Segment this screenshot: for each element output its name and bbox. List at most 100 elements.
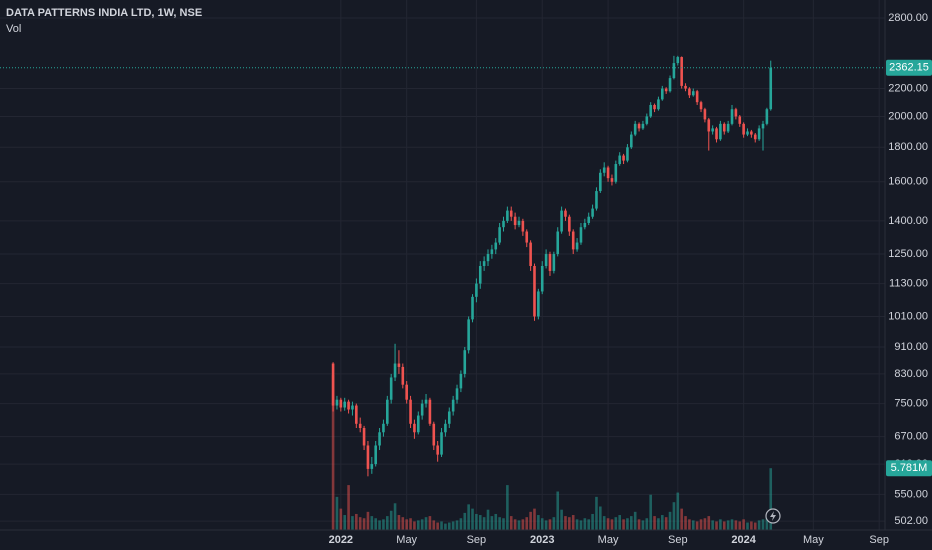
x-tick-label: Sep: [869, 534, 889, 546]
last-price-label: 2362.15: [889, 62, 929, 74]
candle-body: [633, 123, 637, 135]
candle-body: [544, 254, 548, 266]
candle-body: [444, 423, 447, 433]
volume-bar: [750, 521, 753, 530]
volume-bar: [769, 468, 773, 530]
candle-body: [436, 445, 439, 455]
volume-bar: [502, 518, 505, 530]
candle-body: [540, 265, 544, 292]
candle-body: [416, 415, 420, 433]
candle-body: [405, 384, 408, 400]
volume-bar: [560, 509, 563, 530]
candle-body: [630, 134, 633, 148]
candle-body: [424, 399, 428, 404]
x-tick-label: May: [396, 534, 417, 546]
volume-bar: [401, 517, 405, 530]
candle-body: [393, 363, 397, 378]
candle-body: [521, 220, 525, 232]
volume-bar: [517, 520, 521, 530]
y-tick-label: 1250.00: [888, 248, 928, 260]
volume-bar: [734, 520, 738, 530]
volume-bar: [641, 520, 645, 530]
volume-bar: [343, 515, 347, 530]
candle-body: [734, 109, 738, 117]
volume-bar: [722, 521, 726, 530]
volume-bar: [568, 517, 571, 530]
candle-body: [556, 231, 560, 255]
candle-body: [680, 57, 683, 86]
candle-body: [537, 291, 540, 317]
volume-bar: [552, 517, 556, 530]
volume-bar: [440, 521, 443, 530]
volume-bar: [707, 516, 711, 530]
volume-bar: [382, 519, 385, 530]
volume-bar: [587, 519, 591, 530]
volume-bar: [571, 515, 575, 530]
volume-bar: [486, 509, 490, 530]
candle-body: [451, 399, 455, 412]
volume-bar: [699, 519, 703, 530]
volume-bar: [386, 516, 389, 530]
y-tick-label: 1010.00: [888, 310, 928, 322]
candle-body: [355, 405, 358, 424]
candle-body: [471, 296, 474, 320]
candle-body: [664, 88, 668, 92]
volume-bar: [455, 520, 459, 530]
volume-bar: [657, 518, 660, 530]
volume-bar: [606, 518, 610, 530]
candle-body: [552, 254, 556, 271]
candle-body: [722, 123, 726, 132]
candle-body: [525, 231, 529, 243]
volume-bar: [610, 519, 614, 530]
candle-body: [591, 208, 594, 217]
volume-bar: [506, 485, 509, 530]
candle-body: [378, 432, 381, 446]
volume-bar: [633, 511, 637, 530]
candle-body: [750, 131, 753, 135]
volume-bar: [521, 519, 525, 530]
candle-body: [494, 242, 498, 250]
volume-bar: [416, 520, 420, 530]
volume-bar: [583, 518, 587, 530]
candle-body: [339, 399, 343, 408]
volume-bar: [626, 518, 629, 530]
candle-body: [486, 254, 490, 262]
volume-bar: [719, 519, 722, 530]
volume-bar: [537, 515, 540, 530]
candle-body: [757, 128, 761, 140]
candle-body: [641, 123, 645, 129]
candle-body: [699, 102, 703, 110]
candle-body: [506, 210, 509, 221]
x-tick-label: 2022: [329, 534, 353, 546]
volume-bar: [540, 518, 544, 530]
volume-bar: [525, 517, 529, 530]
volume-bar: [393, 503, 397, 530]
y-tick-label: 502.00: [894, 515, 928, 527]
volume-bar: [498, 517, 501, 530]
candle-body: [583, 222, 587, 228]
volume-bar: [715, 521, 718, 530]
volume-bar: [362, 518, 366, 530]
candle-body: [560, 210, 563, 232]
x-tick-label: 2023: [530, 534, 554, 546]
volume-bar: [599, 506, 602, 530]
volume-bar: [374, 518, 377, 530]
candle-body: [606, 167, 610, 179]
volume-bar: [424, 517, 428, 530]
volume-bar: [630, 516, 633, 530]
candle-body: [765, 109, 769, 124]
volume-bar: [672, 502, 676, 530]
volume-bar: [595, 496, 598, 530]
candle-body: [684, 85, 687, 89]
volume-bar: [529, 511, 532, 530]
candle-body: [730, 109, 734, 124]
candle-body: [715, 128, 718, 140]
y-tick-label: 2000.00: [888, 110, 928, 122]
candle-body: [432, 423, 436, 446]
volume-bar: [358, 517, 362, 530]
volume-bar: [645, 518, 649, 530]
candle-body: [738, 116, 742, 124]
volume-bar: [622, 519, 625, 530]
